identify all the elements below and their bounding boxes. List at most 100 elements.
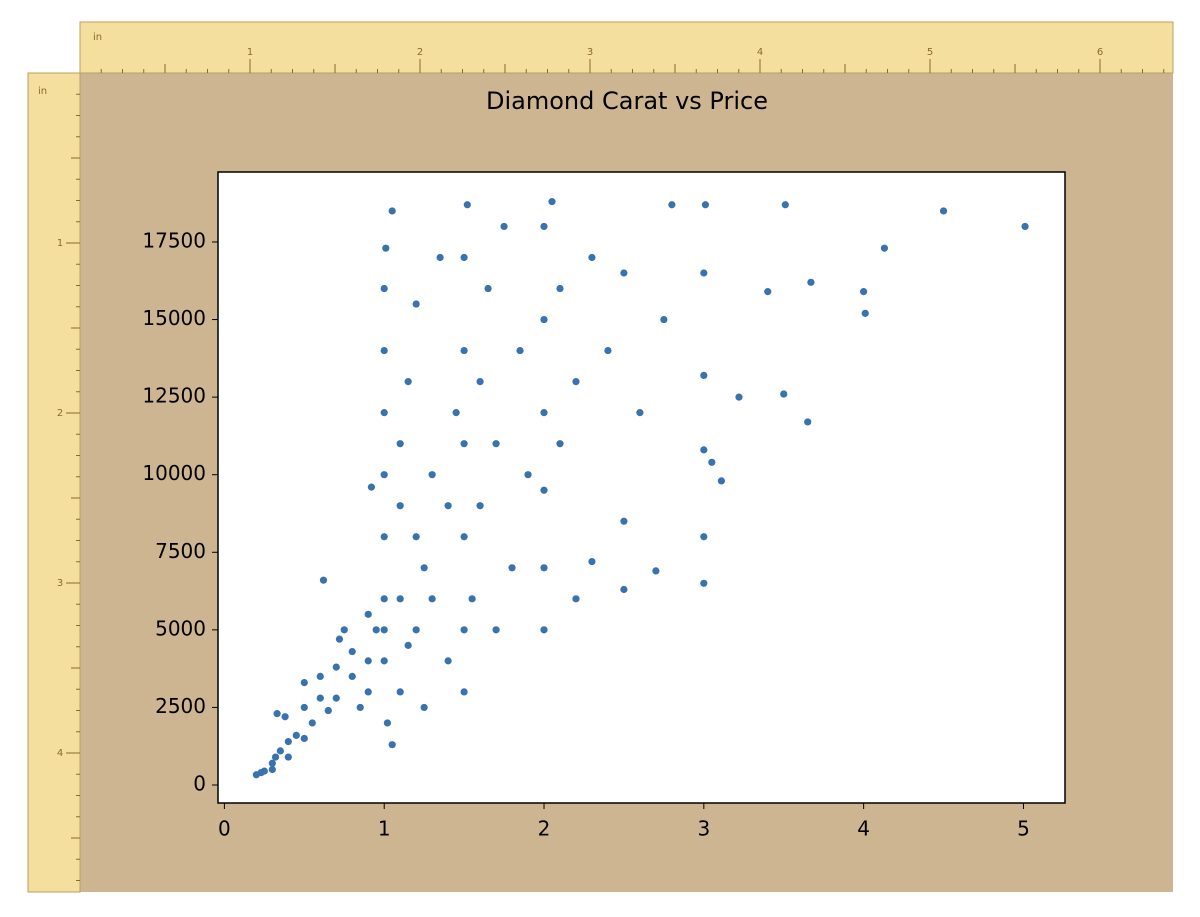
point	[460, 533, 468, 541]
point	[701, 201, 710, 209]
point	[452, 409, 460, 417]
point	[335, 635, 344, 643]
point	[492, 440, 500, 448]
point	[860, 288, 868, 296]
point	[764, 288, 772, 296]
point	[260, 767, 268, 775]
point	[588, 253, 596, 262]
ruler-label: 4	[57, 748, 63, 759]
point	[436, 253, 444, 262]
point	[292, 731, 300, 739]
point	[668, 201, 676, 209]
point	[548, 198, 556, 206]
point	[460, 346, 468, 355]
point	[572, 378, 580, 386]
point	[380, 595, 388, 603]
point	[356, 703, 364, 712]
point	[396, 688, 404, 696]
point	[444, 502, 452, 510]
point	[332, 663, 340, 671]
point	[332, 694, 340, 702]
point	[300, 734, 308, 743]
point	[484, 284, 492, 293]
y-tick-label: 15000	[142, 306, 206, 330]
point	[939, 207, 948, 215]
point	[271, 753, 280, 761]
point	[807, 278, 815, 286]
x-tick-label: 4	[857, 817, 870, 841]
point	[636, 409, 644, 417]
point	[412, 300, 420, 308]
point	[420, 703, 428, 712]
point	[428, 471, 436, 479]
ruler-label: 6	[1097, 47, 1103, 58]
point	[540, 222, 548, 231]
point	[319, 576, 328, 584]
point	[380, 284, 388, 293]
x-tick-label: 5	[1017, 817, 1030, 841]
point	[1021, 222, 1029, 231]
y-tick-label: 7500	[155, 539, 206, 563]
point	[404, 641, 412, 649]
point	[700, 269, 708, 277]
point	[572, 595, 580, 603]
point	[284, 753, 292, 761]
point	[364, 657, 372, 665]
point	[380, 626, 388, 634]
ruler-label: 1	[57, 238, 63, 249]
point	[364, 688, 372, 696]
point	[460, 688, 468, 696]
axes-frame	[217, 171, 1066, 804]
x-tick-label: 3	[697, 817, 710, 841]
point	[508, 564, 516, 572]
y-tick-label: 17500	[142, 228, 206, 252]
point	[340, 626, 348, 634]
point	[268, 765, 276, 774]
point	[460, 626, 468, 634]
x-tick-label: 0	[218, 817, 231, 841]
point	[468, 595, 476, 603]
point	[652, 567, 660, 575]
plot-area	[218, 172, 1065, 803]
point	[444, 657, 452, 665]
point	[880, 244, 889, 252]
point	[396, 502, 404, 510]
point	[540, 486, 548, 494]
point	[388, 741, 396, 749]
point	[500, 222, 508, 231]
point	[412, 533, 420, 541]
y-tick-label: 12500	[142, 384, 206, 408]
point	[620, 585, 628, 594]
point	[380, 409, 388, 417]
point	[460, 253, 468, 262]
point	[620, 517, 628, 525]
point	[861, 309, 869, 317]
point	[382, 244, 390, 252]
point	[316, 672, 324, 680]
point	[380, 657, 388, 665]
point	[404, 378, 412, 386]
point	[735, 393, 743, 401]
ruler-label: 1	[247, 47, 253, 58]
point	[540, 409, 548, 417]
point	[420, 564, 428, 572]
point	[516, 346, 524, 355]
point	[540, 626, 548, 634]
y-tick-label: 10000	[142, 461, 206, 485]
point	[276, 747, 284, 755]
point	[348, 647, 356, 656]
point	[348, 672, 356, 680]
point	[700, 579, 708, 587]
point	[604, 346, 612, 355]
ruler-label: 5	[927, 47, 933, 58]
ruler-label: 2	[57, 408, 63, 419]
point	[804, 418, 812, 426]
point	[268, 759, 276, 767]
point	[540, 564, 548, 572]
point	[463, 201, 471, 209]
ruler-label: 3	[587, 47, 593, 58]
point	[300, 703, 308, 712]
point	[383, 719, 391, 727]
y-tick-label: 0	[193, 772, 206, 796]
